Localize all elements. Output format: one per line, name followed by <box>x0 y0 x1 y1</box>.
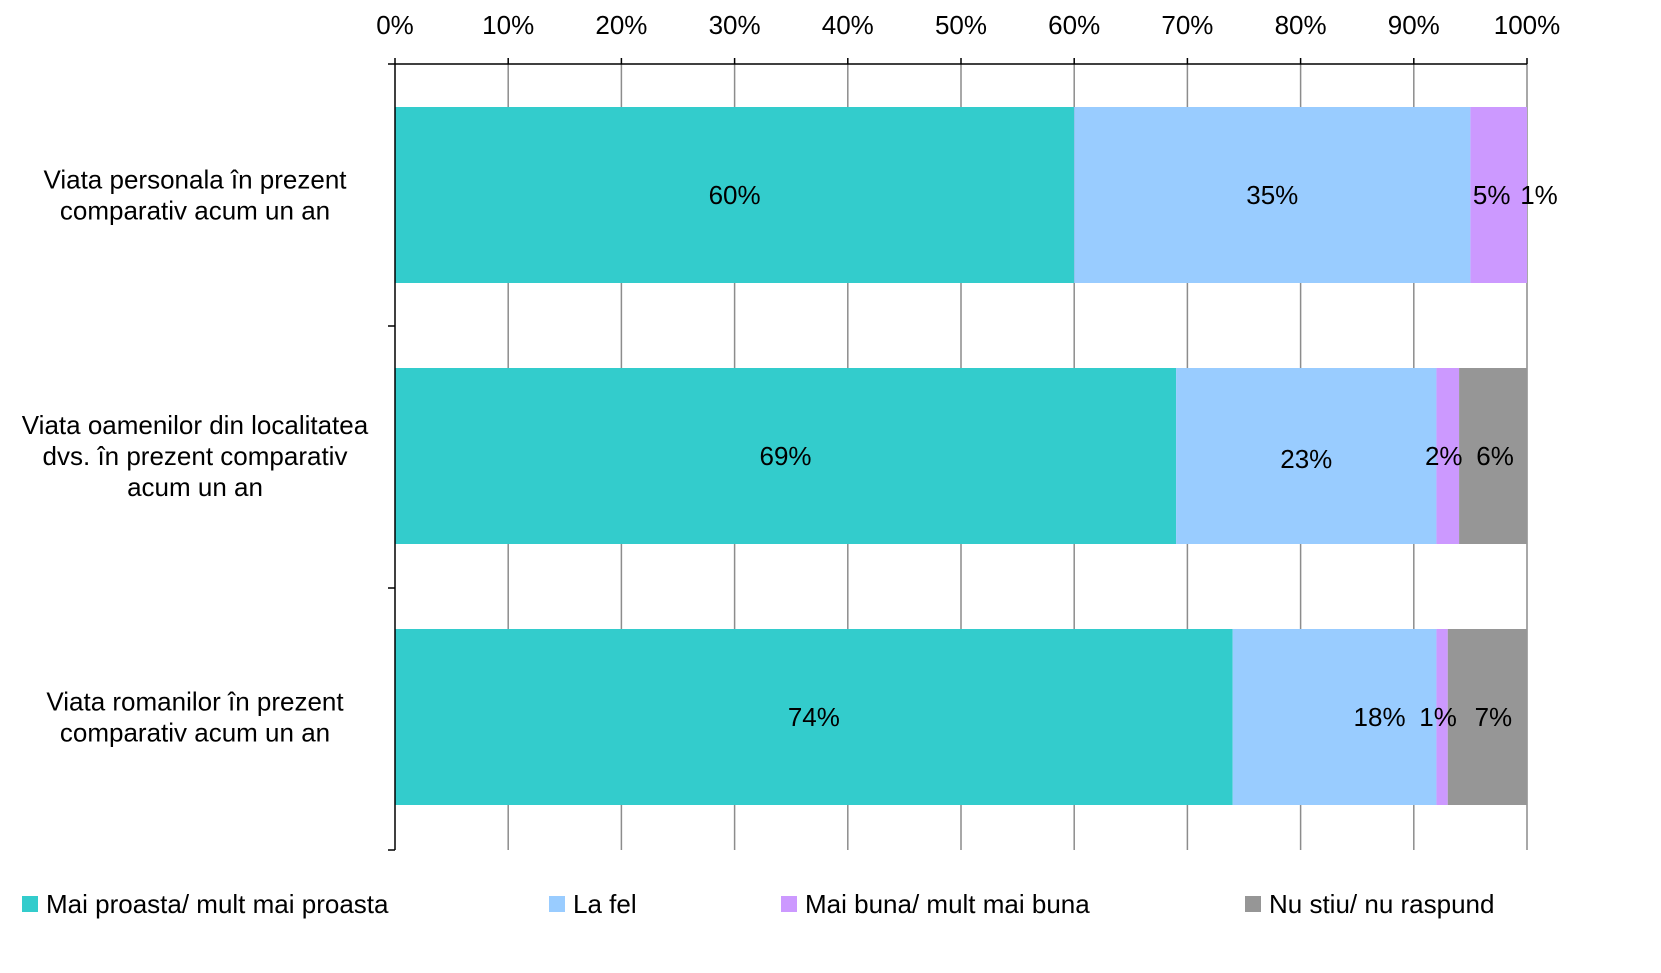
x-tick-label: 40% <box>822 10 874 40</box>
bar-segment <box>1436 629 1448 805</box>
category-label-line: comparativ acum un an <box>60 196 330 226</box>
category-label: Viata oamenilor din localitatea dvs. în p… <box>22 410 369 502</box>
category-label-line: Viata personala în prezent <box>43 165 347 195</box>
x-tick-label: 70% <box>1161 10 1213 40</box>
x-tick-label: 90% <box>1388 10 1440 40</box>
bar-segment <box>1176 368 1437 544</box>
bar-segment <box>1470 107 1527 283</box>
data-label: 60% <box>709 180 761 210</box>
legend-label: Mai proasta/ mult mai proasta <box>46 889 389 919</box>
bar-segment <box>1459 368 1527 544</box>
axes: 0% 10% 20% 30% 40% 50% 60% 70% 80% 90% 100% Viata p… <box>22 10 1561 851</box>
category-label-line: acum un an <box>127 472 263 502</box>
data-label: 6% <box>1476 441 1514 471</box>
category-label-line: comparativ acum un an <box>60 718 330 748</box>
x-tick-label: 100% <box>1494 10 1561 40</box>
bar-segment <box>1232 629 1437 805</box>
category-label-line: Viata oamenilor din localitatea <box>22 410 369 440</box>
data-labels: 60% 35% 5% 1% 69% 23% 2% 6% 74% 18% 1% 7% <box>709 180 1558 732</box>
legend: Mai proasta/ mult mai proasta La fel Mai b… <box>22 889 1494 919</box>
data-label: 23% <box>1280 444 1332 474</box>
data-label: 69% <box>760 441 812 471</box>
bar-segment <box>1436 368 1460 544</box>
x-tick-label: 60% <box>1048 10 1100 40</box>
data-label: 2% <box>1425 441 1463 471</box>
x-tick-label: 30% <box>709 10 761 40</box>
legend-label: Mai buna/ mult mai buna <box>805 889 1090 919</box>
legend-swatch <box>22 896 38 912</box>
category-label-line: Viata romanilor în prezent <box>46 687 344 717</box>
category-label: Viata romanilor în prezent comparativ acu… <box>46 687 344 748</box>
x-tick-label: 50% <box>935 10 987 40</box>
data-label: 1% <box>1419 702 1457 732</box>
data-label: 1% <box>1520 180 1558 210</box>
x-tick-label: 10% <box>482 10 534 40</box>
data-label: 74% <box>788 702 840 732</box>
legend-swatch <box>1245 896 1261 912</box>
x-tick-label: 0% <box>376 10 414 40</box>
data-label: 5% <box>1473 180 1511 210</box>
x-tick-label: 80% <box>1275 10 1327 40</box>
bar-segment <box>395 368 1177 544</box>
bars <box>395 107 1527 805</box>
bar-segment <box>1447 629 1527 805</box>
data-label: 18% <box>1354 702 1406 732</box>
legend-swatch <box>781 896 797 912</box>
legend-label: La fel <box>573 889 637 919</box>
bar-segment <box>1074 107 1471 283</box>
x-tick-label: 20% <box>595 10 647 40</box>
category-label-line: dvs. în prezent comparativ <box>43 441 348 471</box>
bar-segment <box>395 107 1075 283</box>
bar-segment <box>395 629 1233 805</box>
data-label: 35% <box>1246 180 1298 210</box>
legend-label: Nu stiu/ nu raspund <box>1269 889 1494 919</box>
category-label: Viata personala în prezent comparativ acu… <box>43 165 347 226</box>
legend-swatch <box>549 896 565 912</box>
data-label: 7% <box>1475 702 1513 732</box>
